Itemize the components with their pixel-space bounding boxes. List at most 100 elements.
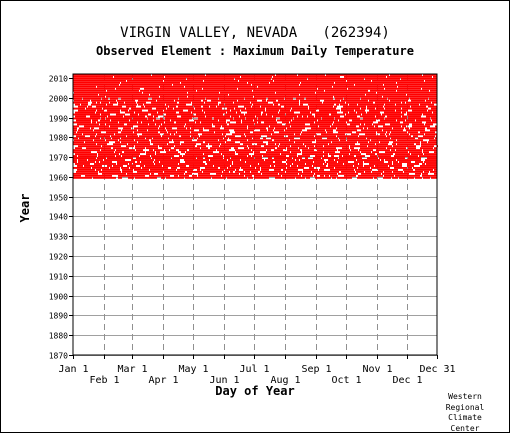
observation-mark xyxy=(231,165,250,167)
observation-mark xyxy=(422,87,437,90)
observation-mark xyxy=(120,153,140,156)
observation-mark xyxy=(341,170,355,173)
observation-mark xyxy=(341,99,368,102)
observation-mark xyxy=(77,165,83,167)
observation-mark xyxy=(350,145,367,148)
observation-mark xyxy=(377,131,386,134)
observation-mark xyxy=(291,109,316,112)
observation-mark xyxy=(146,137,152,140)
observation-mark xyxy=(124,151,145,154)
observation-mark xyxy=(383,125,401,128)
observation-mark xyxy=(387,135,411,138)
observation-mark xyxy=(73,161,77,163)
observation-mark xyxy=(298,155,310,158)
observation-mark xyxy=(375,101,401,104)
observation-mark xyxy=(314,174,317,177)
observation-mark xyxy=(288,135,314,138)
observation-mark xyxy=(159,127,165,130)
observation-mark xyxy=(287,167,304,169)
observation-mark xyxy=(309,167,314,169)
observation-mark xyxy=(308,115,314,118)
observation-mark xyxy=(267,135,284,138)
observation-mark xyxy=(433,111,437,114)
observation-mark xyxy=(241,167,255,169)
observation-mark xyxy=(328,163,343,165)
observation-mark xyxy=(339,137,346,140)
observation-mark xyxy=(420,131,435,134)
observation-mark xyxy=(90,135,95,138)
observation-mark xyxy=(195,107,222,110)
observation-mark xyxy=(424,170,429,173)
observation-mark xyxy=(369,99,389,102)
observation-mark xyxy=(287,159,295,161)
observation-mark xyxy=(200,135,225,138)
observation-mark xyxy=(306,163,323,165)
observation-mark xyxy=(322,117,334,120)
observation-mark xyxy=(187,127,190,130)
observation-mark xyxy=(198,172,210,175)
observation-mark xyxy=(196,121,200,124)
observation-mark xyxy=(73,141,84,144)
observation-mark xyxy=(394,155,418,158)
observation-mark xyxy=(138,129,147,132)
observation-mark xyxy=(361,107,366,110)
observation-mark xyxy=(305,157,308,159)
observation-mark xyxy=(149,174,170,177)
observation-mark xyxy=(76,119,91,122)
observation-mark xyxy=(348,87,384,90)
chart-title: VIRGIN VALLEY, NEVADA (262394) xyxy=(120,25,390,41)
observation-mark xyxy=(151,172,154,175)
observation-mark xyxy=(340,139,346,142)
observation-mark xyxy=(313,165,326,167)
observation-mark xyxy=(245,97,266,100)
observation-mark xyxy=(97,133,114,136)
observation-mark xyxy=(73,133,82,136)
observation-mark xyxy=(217,105,238,108)
observation-mark xyxy=(205,111,226,114)
observation-mark xyxy=(127,135,138,138)
observation-mark xyxy=(365,133,376,136)
observation-mark xyxy=(262,99,266,102)
observation-mark xyxy=(387,147,406,150)
observation-mark xyxy=(133,77,186,80)
observation-mark xyxy=(177,168,193,171)
observation-mark xyxy=(425,123,433,126)
observation-mark xyxy=(434,147,437,150)
observation-mark xyxy=(298,115,302,118)
observation-mark xyxy=(402,125,406,128)
observation-mark xyxy=(258,117,276,120)
observation-mark xyxy=(359,149,373,152)
observation-mark xyxy=(429,139,437,142)
observation-mark xyxy=(98,153,119,156)
observation-mark xyxy=(275,127,286,130)
observation-mark xyxy=(324,99,340,102)
observation-mark xyxy=(209,129,229,132)
observation-mark xyxy=(179,163,205,165)
observation-mark xyxy=(118,101,124,104)
observation-mark xyxy=(74,91,142,94)
observation-mark xyxy=(349,111,356,114)
observation-mark xyxy=(295,141,312,144)
observation-mark xyxy=(368,127,392,130)
observation-mark xyxy=(106,139,118,142)
observation-mark xyxy=(296,176,305,179)
observation-mark xyxy=(129,163,132,165)
y-tick-label: 1910 xyxy=(49,273,68,282)
observation-mark xyxy=(75,103,80,106)
observation-mark xyxy=(273,75,340,78)
y-tick-label: 1940 xyxy=(49,213,68,222)
observation-mark xyxy=(102,97,108,100)
observation-mark xyxy=(175,99,201,102)
observation-mark xyxy=(145,165,162,167)
observation-mark xyxy=(174,147,200,150)
observation-mark xyxy=(330,174,338,177)
y-tick-label: 1990 xyxy=(49,115,68,124)
observation-mark xyxy=(343,111,348,114)
observation-mark xyxy=(224,127,247,130)
observation-mark xyxy=(391,137,415,140)
observation-mark xyxy=(86,107,102,110)
observation-mark xyxy=(96,161,99,163)
observation-mark xyxy=(322,157,338,159)
observation-mark xyxy=(84,165,102,167)
x-tick-label: Sep 1 xyxy=(301,364,331,375)
